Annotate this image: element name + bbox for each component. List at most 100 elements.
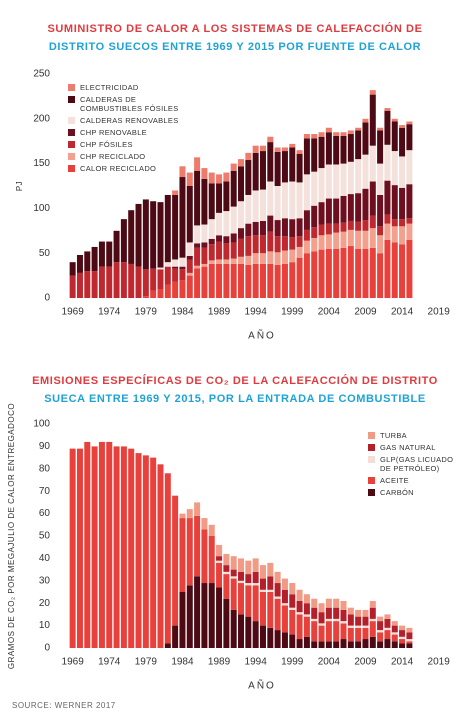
bar-segment [399,219,406,227]
y-tick-label: 200 [33,113,50,124]
bar-segment [377,621,384,631]
bar-segment [296,218,303,237]
legend-item: CALOR RECICLADO [68,164,198,173]
bar-segment [172,190,179,195]
bar-segment [406,639,413,642]
y-tick-label: 250 [33,69,50,80]
x-tick-label: 2004 [318,657,341,668]
bar-segment [391,625,398,633]
x-tick-label: 1989 [208,307,231,318]
bar-segment [355,616,362,626]
bar-segment [128,210,135,264]
bar-segment [201,178,208,225]
bar-segment [179,513,186,519]
bar-segment [113,230,120,263]
legend-label: TURBA [380,431,407,440]
legend-item: ELECTRICIDAD [68,83,198,92]
bar-segment [252,253,259,264]
x-tick-label: 1974 [98,657,121,668]
bar-segment [172,281,179,298]
bar-segment [194,170,201,226]
bar-segment [362,627,369,640]
bar-segment [355,127,362,131]
bar-segment [208,524,215,536]
bar-segment [296,153,303,183]
bar-segment [259,151,266,190]
legend-swatch [368,456,375,463]
bar-segment [311,205,318,228]
bar-segment [150,268,157,291]
bar-segment [347,614,354,626]
bar-segment [186,275,193,298]
bar-segment [223,553,230,566]
bar-segment [106,266,113,298]
bar-segment [289,594,296,608]
bar-segment [230,576,237,579]
bar-segment [377,253,384,298]
bar-segment [223,259,230,264]
bar-segment [69,262,76,276]
bar-segment [311,237,318,252]
bar-segment [216,212,223,236]
bar-segment [128,448,135,648]
bar-segment [384,144,391,181]
x-axis-label: AÑO [248,679,276,692]
bar-segment [267,181,274,216]
bar-segment [238,256,245,264]
bar-segment [340,132,347,136]
bar-segment [91,246,98,272]
bar-segment [201,529,208,584]
bar-segment [406,184,413,219]
bar-segment [113,262,120,298]
bar-segment [230,578,237,610]
bar-segment [369,607,376,619]
bar-segment [252,221,259,236]
bar-segment [333,641,340,648]
bar-segment [223,211,230,237]
y-tick-label: 30 [39,575,51,586]
bar-segment [216,235,223,242]
bar-segment [311,251,318,298]
bar-segment [391,634,398,642]
bar-segment [252,621,259,648]
bar-segment [325,234,332,249]
bar-segment [274,186,281,221]
bar-segment [325,223,332,235]
x-tick-label: 1979 [135,307,158,318]
bar-segment [230,233,237,243]
bar-segment [230,206,237,234]
bar-segment [230,163,237,171]
bar-segment [318,249,325,298]
bar-segment [391,632,398,635]
bar-segment [384,627,391,631]
x-tick-label: 2019 [428,657,451,668]
bar-segment [172,625,179,648]
bar-segment [325,641,332,648]
bar-segment [84,441,91,648]
bar-segment [84,251,91,272]
bar-segment [391,621,398,626]
x-tick-label: 1994 [245,657,268,668]
bar-segment [91,446,98,648]
bar-segment [201,583,208,648]
bar-segment [347,641,354,648]
bar-segment [267,263,274,298]
bar-segment [281,147,288,152]
bar-segment [274,147,281,152]
bar-segment [384,639,391,648]
bar-segment [274,630,281,648]
bar-segment [377,630,384,633]
y-tick-label: 70 [39,486,51,497]
bar-segment [194,515,201,577]
legend-swatch [68,165,75,172]
bar-segment [216,544,223,557]
bar-segment [259,589,266,592]
bar-segment [267,136,274,143]
bar-segment [318,641,325,648]
bar-segment [69,448,76,648]
bar-segment [259,263,266,298]
bar-segment [296,150,303,154]
bar-segment [150,457,157,648]
x-tick-label: 1994 [245,307,268,318]
